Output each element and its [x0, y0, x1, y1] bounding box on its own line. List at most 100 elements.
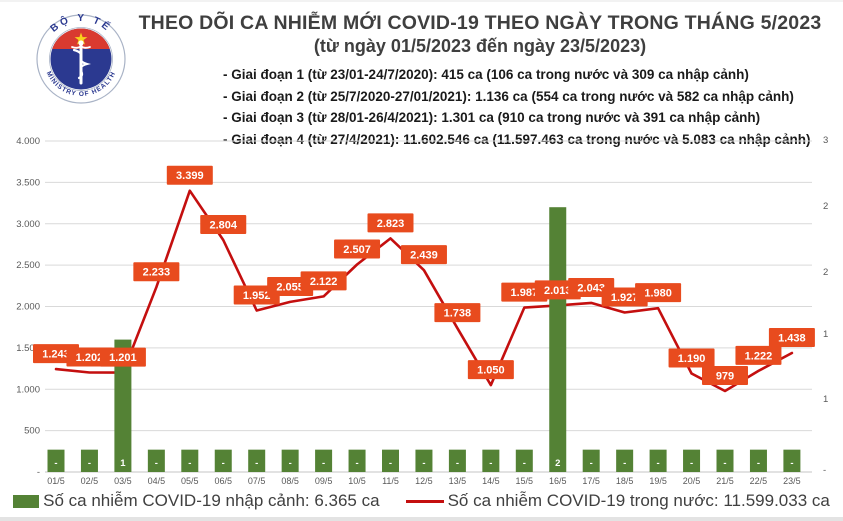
- point-label-box: [166, 165, 213, 185]
- bar-label: -: [155, 458, 158, 469]
- x-axis-label: 14/5: [482, 476, 500, 486]
- x-axis-label: 20/5: [683, 476, 701, 486]
- chart-legend: Số ca nhiễm COVID-19 nhập cảnh: 6.365 ca…: [0, 491, 843, 511]
- imported-cases-bar: [315, 449, 333, 472]
- bar-label: -: [590, 458, 593, 469]
- point-label: 1.987: [511, 287, 539, 299]
- imported-cases-bar: [348, 449, 366, 472]
- right-axis-tick: 3: [823, 135, 828, 146]
- x-axis-label: 23/5: [783, 476, 801, 486]
- x-axis-label: 01/5: [47, 476, 65, 486]
- bar-label: -: [255, 458, 258, 469]
- bar-label: -: [757, 458, 760, 469]
- point-label: 1.952: [243, 290, 271, 302]
- left-axis-tick: 1.500: [16, 343, 40, 354]
- imported-cases-bar: [515, 449, 533, 472]
- point-label: 1.438: [778, 333, 806, 345]
- bar-label: -: [54, 458, 57, 469]
- point-label-box: [200, 214, 247, 234]
- point-label-box: [768, 328, 815, 348]
- imported-cases-bar: [181, 449, 199, 472]
- bar-label: -: [322, 458, 325, 469]
- point-label: 2.043: [577, 282, 605, 294]
- x-axis-label: 17/5: [582, 476, 600, 486]
- x-axis-label: 07/5: [248, 476, 266, 486]
- point-label: 979: [716, 370, 734, 382]
- bar-label: -: [690, 458, 693, 469]
- imported-cases-bar: [248, 449, 266, 472]
- bar-label: -: [623, 458, 626, 469]
- x-axis-label: 15/5: [516, 476, 534, 486]
- bottom-divider: [0, 517, 843, 521]
- imported-cases-bar: [80, 449, 98, 472]
- point-label: 2.122: [310, 276, 338, 288]
- x-axis-label: 10/5: [348, 476, 366, 486]
- imported-cases-bar: [482, 449, 500, 472]
- bar-label: -: [355, 458, 358, 469]
- point-label: 3.399: [176, 170, 204, 182]
- bar-label: -: [422, 458, 425, 469]
- x-axis-label: 12/5: [415, 476, 433, 486]
- legend-item-domestic[interactable]: Số ca nhiễm COVID-19 trong nước: 11.599.…: [405, 491, 830, 511]
- point-label: 1.243: [42, 349, 70, 361]
- legend-imported-label: Số ca nhiễm COVID-19 nhập cảnh: 6.365 ca: [43, 491, 380, 510]
- imported-cases-bar: [749, 449, 767, 472]
- point-label: 2.507: [343, 244, 371, 256]
- point-label-box: [434, 303, 481, 323]
- right-axis-tick: 2: [823, 201, 828, 212]
- x-axis-label: 06/5: [214, 476, 232, 486]
- imported-cases-bar: [683, 449, 701, 472]
- point-label-box: [668, 348, 715, 368]
- right-axis-tick: 1: [823, 329, 828, 340]
- left-axis-tick: 2.000: [16, 302, 40, 313]
- x-axis-label: 04/5: [148, 476, 166, 486]
- left-axis-tick: -: [37, 467, 40, 478]
- point-label: 1.050: [477, 365, 505, 377]
- right-axis-tick: 1: [823, 394, 828, 405]
- imported-cases-bar: [448, 449, 466, 472]
- imported-cases-bar: [616, 449, 634, 472]
- point-label-box: [735, 345, 782, 365]
- bar-label: -: [489, 458, 492, 469]
- imported-cases-bar: [281, 449, 299, 472]
- phase-line-4: - Giai đoạn 4 (từ 27/4/2021): 11.602.546…: [223, 131, 811, 147]
- point-label: 1.222: [745, 350, 773, 362]
- point-label: 1.927: [611, 292, 639, 304]
- point-label: 1.201: [109, 352, 137, 364]
- imported-cases-bar: [783, 449, 801, 472]
- x-axis-label: 16/5: [549, 476, 567, 486]
- left-axis-tick: 3.000: [16, 219, 40, 230]
- x-axis-label: 02/5: [81, 476, 99, 486]
- point-label-box: [99, 347, 146, 367]
- phase-line-3: - Giai đoạn 3 (từ 28/01-26/4/2021): 1.30…: [223, 110, 761, 125]
- x-axis-label: 21/5: [716, 476, 734, 486]
- left-axis-tick: 1.000: [16, 384, 40, 395]
- x-axis-label: 05/5: [181, 476, 199, 486]
- point-label-box: [300, 271, 347, 291]
- point-label-box: [367, 213, 414, 233]
- imported-cases-bar: [114, 339, 132, 472]
- point-label: 2.233: [143, 267, 171, 279]
- bar-label: -: [188, 458, 191, 469]
- bar-label: -: [523, 458, 526, 469]
- bar-label: -: [657, 458, 660, 469]
- point-label-box: [133, 262, 180, 282]
- x-axis-label: 11/5: [382, 476, 399, 486]
- bar-label: 1: [120, 458, 126, 469]
- point-label: 2.804: [209, 219, 237, 231]
- legend-line-swatch: [405, 499, 444, 503]
- x-axis-label: 18/5: [616, 476, 634, 486]
- phase-summary-block: - Giai đoạn 1 (từ 23/01-24/7/2020): 415 …: [223, 64, 810, 150]
- bar-label: -: [456, 458, 459, 469]
- left-axis-tick: 4.000: [16, 136, 40, 147]
- bar-label: -: [389, 458, 392, 469]
- point-label-box: [467, 360, 514, 380]
- imported-cases-bar: [549, 207, 567, 472]
- legend-item-imported[interactable]: Số ca nhiễm COVID-19 nhập cảnh: 6.365 ca: [13, 491, 380, 511]
- point-label: 2.439: [410, 250, 438, 262]
- point-label-box: [334, 239, 381, 259]
- legend-bar-swatch: [13, 494, 40, 508]
- imported-cases-bar: [147, 449, 165, 472]
- bar-label: -: [723, 458, 726, 469]
- point-label: 1.190: [678, 353, 706, 365]
